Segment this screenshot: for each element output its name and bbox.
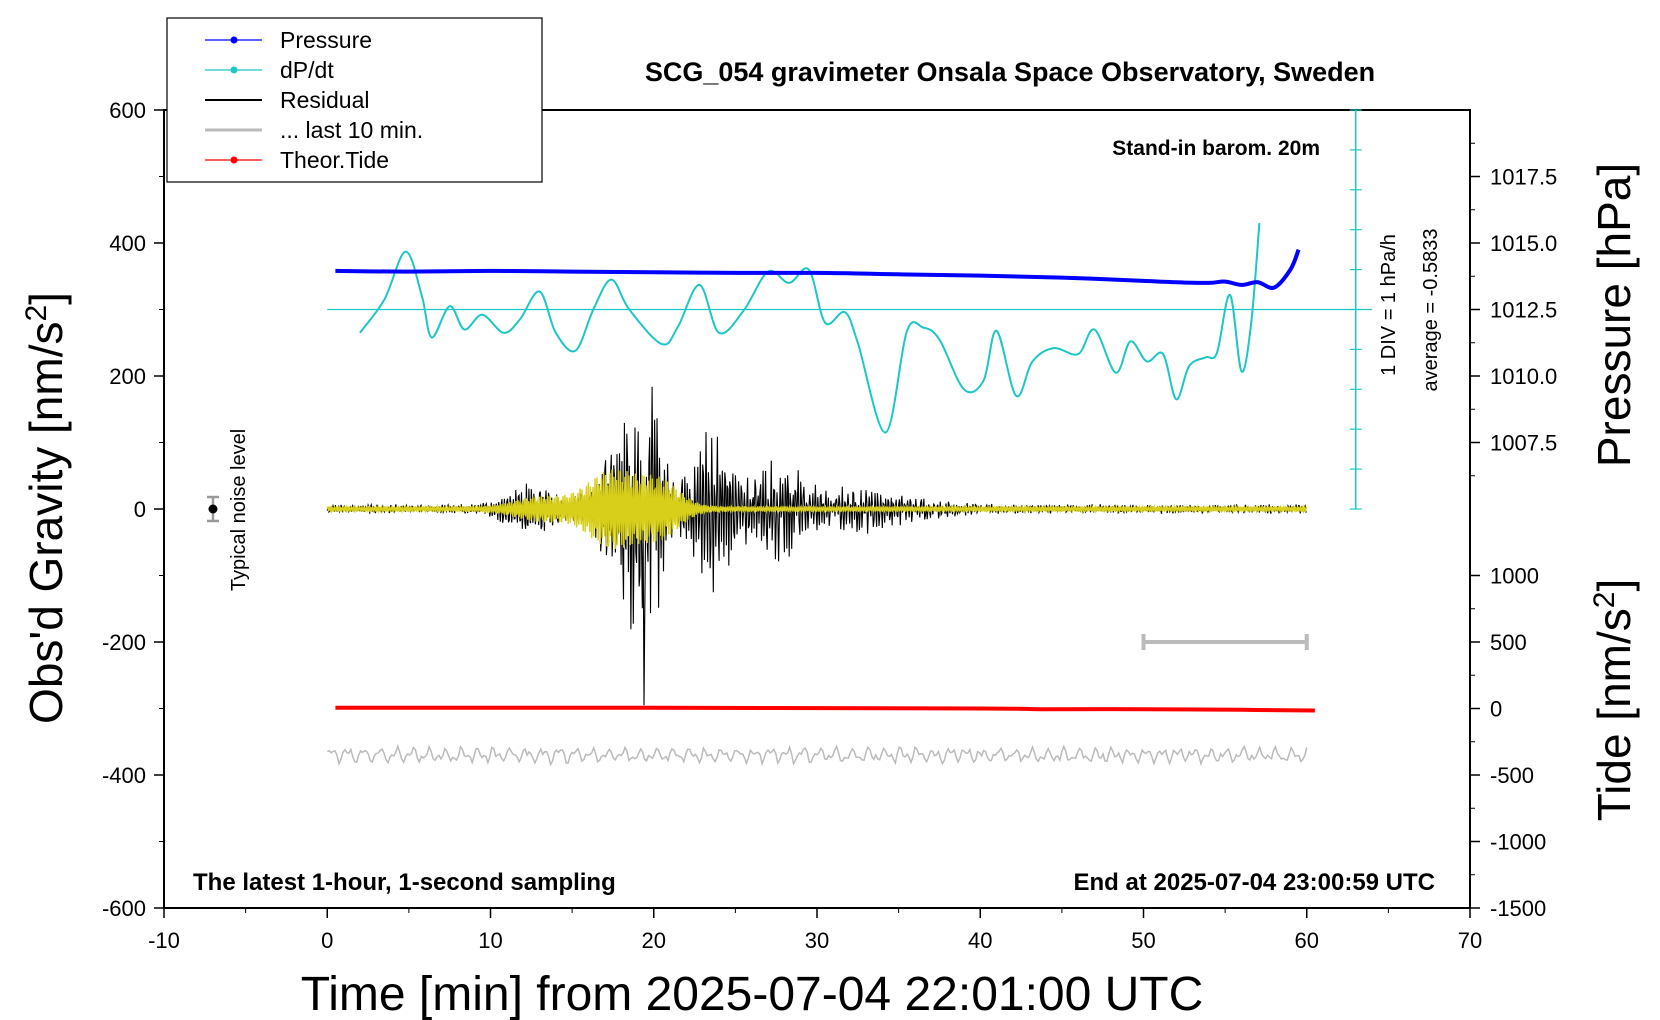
average-note: average = -0.5833: [1420, 229, 1442, 392]
pressure-tick-label: 1007.5: [1490, 431, 1557, 456]
x-tick-label: 0: [321, 928, 333, 953]
pressure-tick-label: 1012.5: [1490, 298, 1557, 323]
x-tick-label: 10: [478, 928, 502, 953]
x-tick-label: 50: [1131, 928, 1155, 953]
x-tick-label: 30: [805, 928, 829, 953]
tick-labels: -10 0 10 20 30 40 50 60 70 600 400 200 0 -200 -400 -600…: [102, 98, 1557, 953]
x-tick-label: 60: [1295, 928, 1319, 953]
tide-tick-label: -500: [1490, 763, 1534, 788]
y-axis-label-pressure: Pressure [hPa]: [1588, 163, 1640, 467]
y-axis-label-tide: Tide [nm/s2]: [1588, 579, 1641, 822]
legend-marker-dpdt: [230, 66, 238, 74]
tide-tick-label: -1000: [1490, 830, 1546, 855]
legend-entries: Pressure dP/dt Residual ... last 10 min.…: [205, 27, 423, 173]
series-layer: [206, 109, 1373, 767]
x-tick-label: 40: [968, 928, 992, 953]
y-tick-label: -200: [102, 630, 146, 655]
y-axis-label-gravity: Obs'd Gravity [nm/s2]: [20, 292, 73, 724]
series-pressure: [335, 248, 1301, 290]
y-tick-label: -600: [102, 896, 146, 921]
noise-level-label: Typical noise level: [228, 429, 250, 591]
stand-in-barometer-note: Stand-in barom. 20m: [1112, 137, 1320, 160]
tide-tick-label: 1000: [1490, 564, 1539, 589]
legend-label-pressure: Pressure: [280, 27, 372, 53]
legend: Pressure dP/dt Residual ... last 10 min.…: [166, 17, 543, 183]
series-theor-tide: [335, 705, 1315, 713]
pressure-tick-label: 1010.0: [1490, 364, 1557, 389]
tide-tick-label: -1500: [1490, 896, 1546, 921]
x-tick-label: 70: [1458, 928, 1482, 953]
series-last-10-min: [327, 743, 1308, 767]
tide-tick-label: 0: [1490, 697, 1502, 722]
y-tick-label: 0: [134, 497, 146, 522]
legend-marker-pressure: [230, 36, 238, 44]
y-tick-label: -400: [102, 763, 146, 788]
y-tick-label: 400: [109, 231, 146, 256]
legend-label-last10: ... last 10 min.: [280, 117, 423, 143]
y-tick-label: 200: [109, 364, 146, 389]
noise-level-dot: [208, 504, 218, 514]
x-tick-label: -10: [148, 928, 180, 953]
axis-ticks: [154, 109, 1480, 918]
legend-label-tide: Theor.Tide: [280, 147, 389, 173]
chart-title: SCG_054 gravimeter Onsala Space Observat…: [645, 57, 1375, 87]
pressure-tick-label: 1017.5: [1490, 165, 1557, 190]
end-time-note: End at 2025-07-04 23:00:59 UTC: [1074, 869, 1436, 896]
sampling-note: The latest 1-hour, 1-second sampling: [193, 869, 616, 896]
series-residual: [326, 386, 1307, 706]
series-dpdt: [359, 223, 1261, 434]
tide-tick-label: 500: [1490, 630, 1527, 655]
div-note: 1 DIV = 1 hPa/h: [1378, 234, 1400, 376]
legend-label-dpdt: dP/dt: [280, 57, 334, 83]
x-axis-label: Time [min] from 2025-07-04 22:01:00 UTC: [301, 968, 1204, 1020]
pressure-tick-label: 1015.0: [1490, 231, 1557, 256]
legend-label-residual: Residual: [280, 87, 370, 113]
y-tick-label: 600: [109, 98, 146, 123]
legend-marker-tide: [230, 156, 238, 164]
x-tick-label: 20: [642, 928, 666, 953]
series-filtered-residual: [326, 469, 1308, 550]
